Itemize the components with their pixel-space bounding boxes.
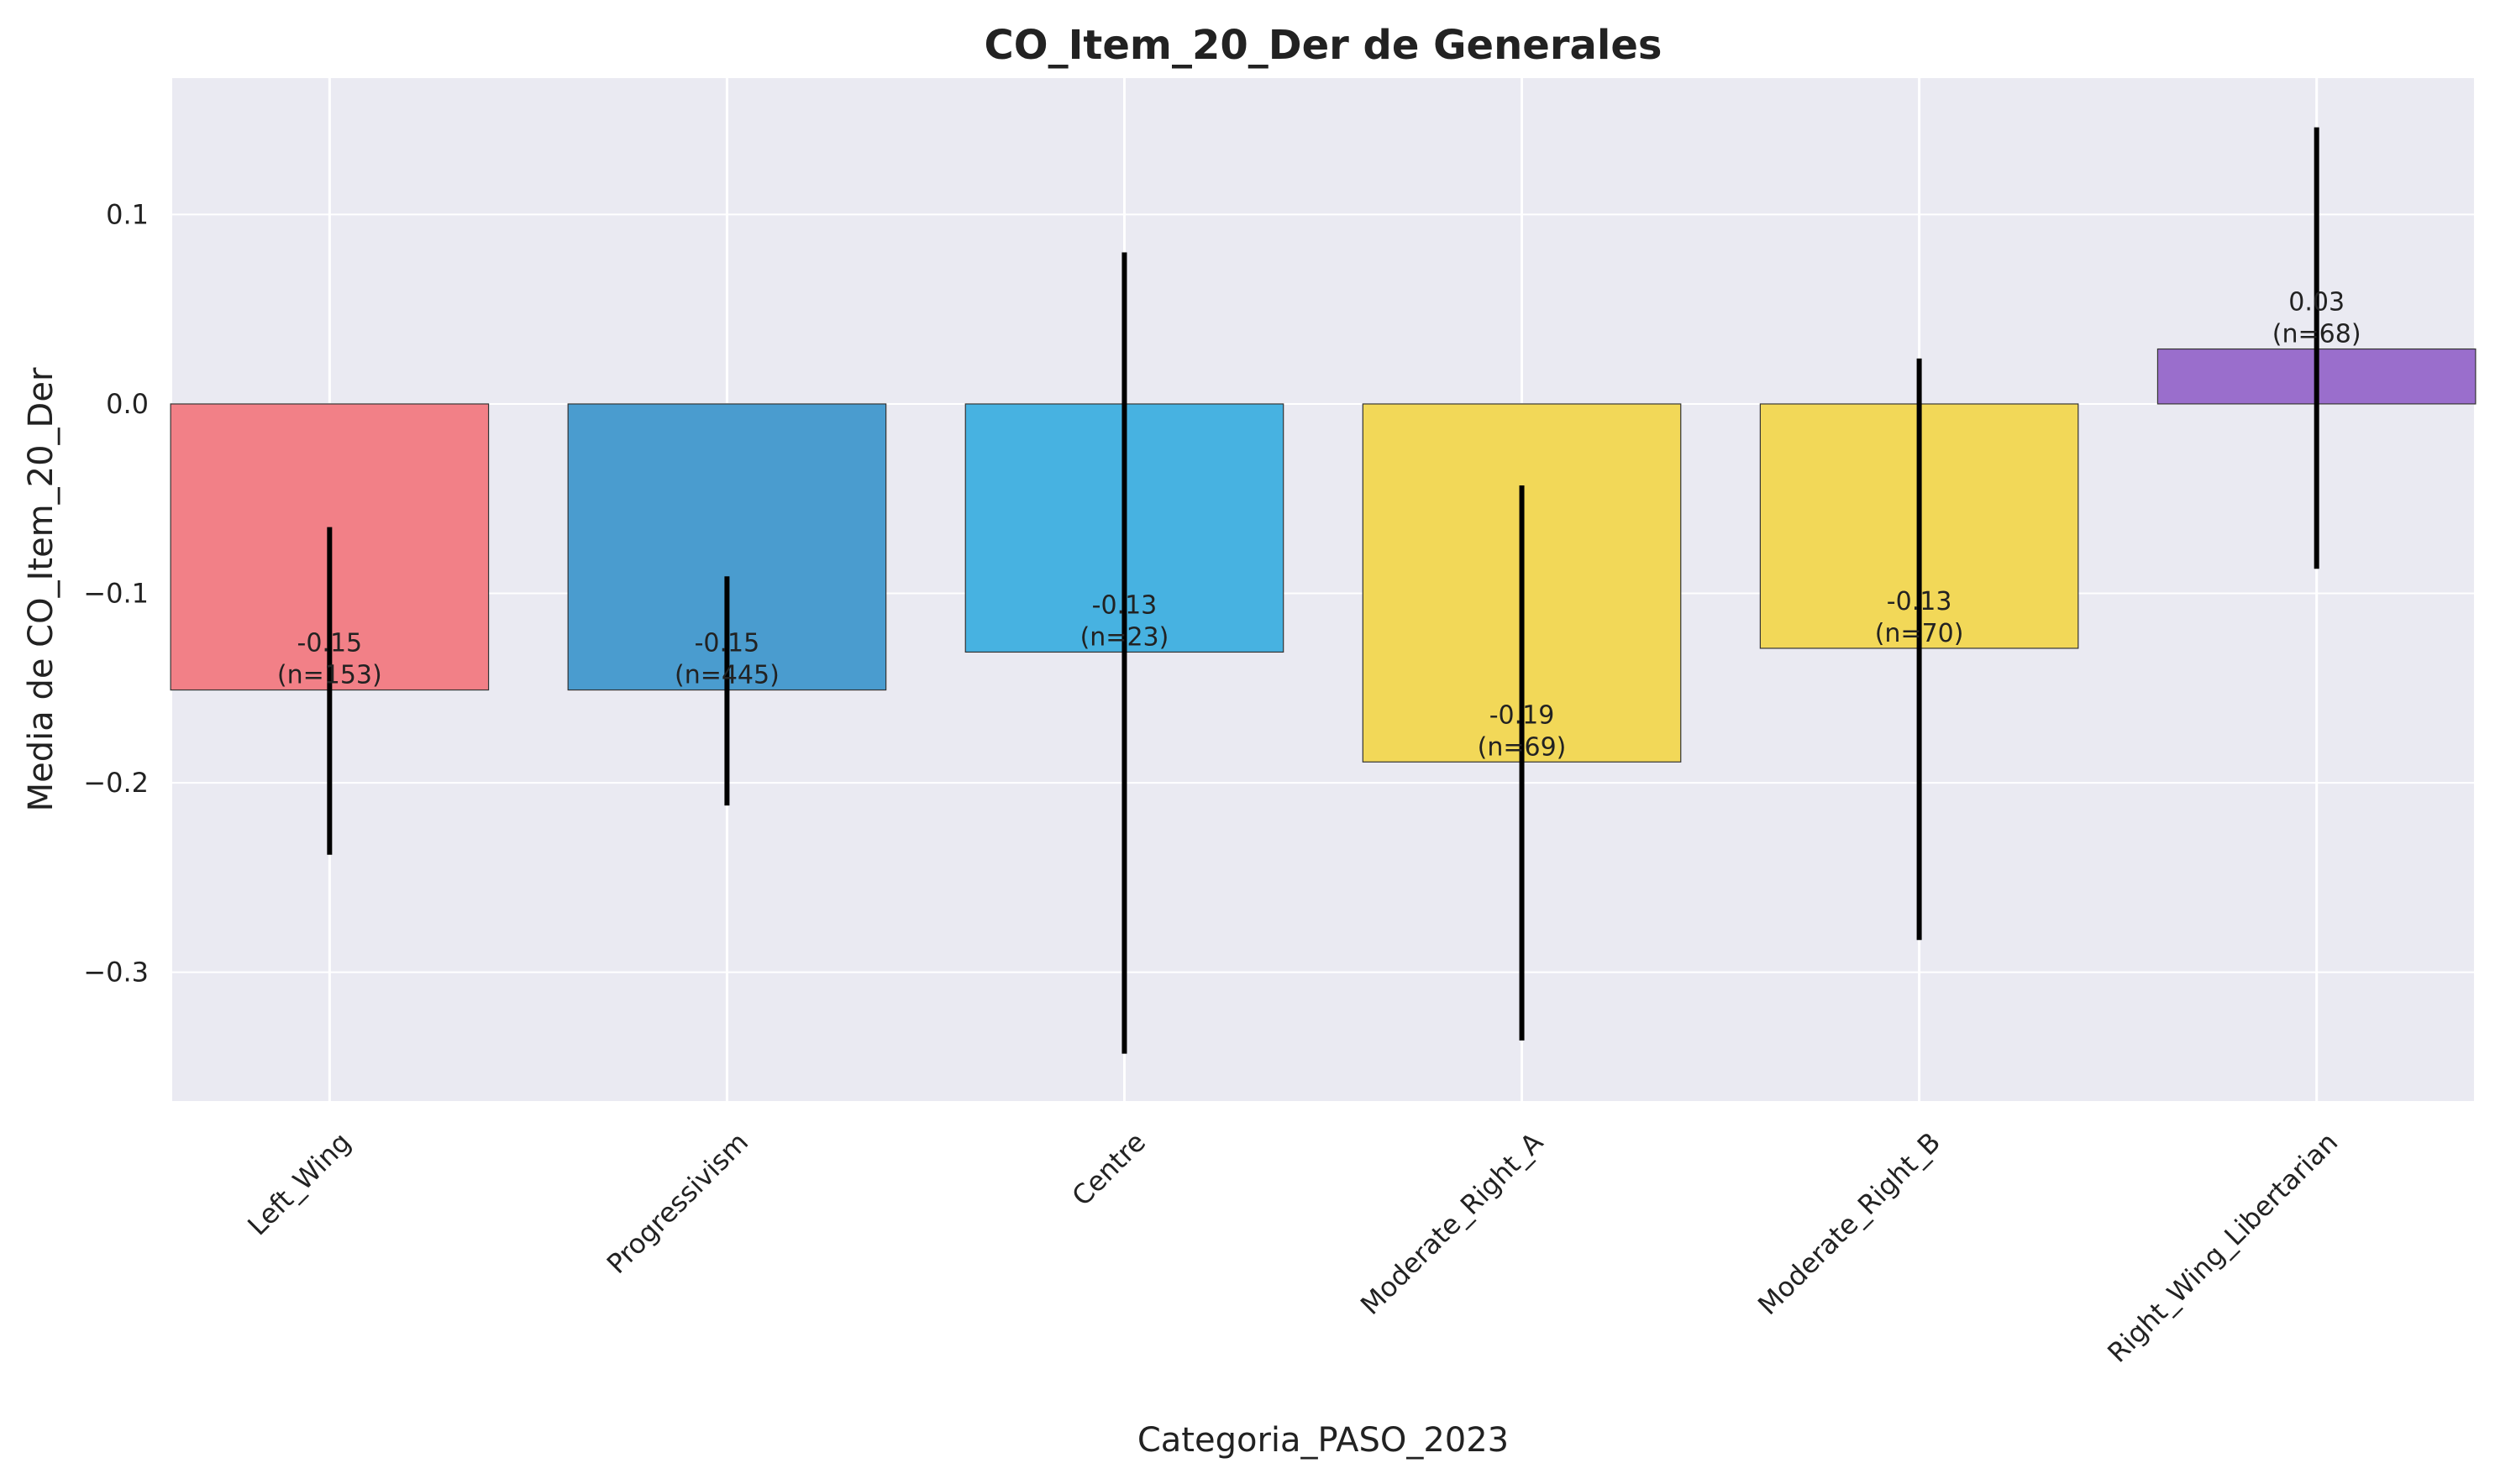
- y-gridlines: [172, 213, 2474, 973]
- chart-title: CO_Item_20_Der de Generales: [985, 22, 1662, 69]
- y-tick-label: −0.1: [83, 578, 149, 610]
- error-bars: [327, 127, 2319, 1054]
- bar-n-label: (n=153): [277, 661, 382, 690]
- y-tick-labels: 0.1 0.0 −0.1 −0.2 −0.3: [83, 198, 149, 988]
- bar-value-label: 0.03: [2288, 288, 2345, 317]
- bar-n-label: (n=69): [1478, 732, 1567, 762]
- bar-value-label: -0.15: [695, 629, 760, 658]
- bar-value-label: -0.13: [1887, 587, 1952, 616]
- y-tick-label: −0.2: [83, 767, 149, 799]
- bar-n-label: (n=68): [2272, 320, 2361, 349]
- x-tick-label: Right_Wing_Libertarian: [2101, 1126, 2344, 1369]
- bar-n-label: (n=23): [1080, 622, 1169, 652]
- plot-area: [172, 78, 2474, 1101]
- x-tick-label: Progressivism: [601, 1126, 754, 1280]
- bar-value-label: -0.15: [297, 629, 363, 658]
- y-tick-label: 0.0: [106, 388, 149, 420]
- bar-value-label: -0.19: [1489, 700, 1555, 730]
- y-tick-label: 0.1: [106, 198, 149, 230]
- y-tick-label: −0.3: [83, 957, 149, 988]
- x-tick-label: Left_Wing: [241, 1126, 357, 1242]
- bar-labels: -0.15(n=153)-0.15(n=445)-0.13(n=23)-0.19…: [277, 288, 2361, 763]
- x-tick-labels: Left_Wing Progressivism Centre Moderate_Rig…: [241, 1126, 2344, 1369]
- x-tick-label: Centre: [1066, 1126, 1153, 1213]
- x-tick-label: Moderate_Right_A: [1354, 1126, 1549, 1321]
- bar-value-label: -0.13: [1092, 590, 1158, 620]
- bar-n-label: (n=445): [675, 661, 780, 690]
- bar-n-label: (n=70): [1875, 619, 1964, 648]
- x-axis-label: Categoria_PASO_2023: [1137, 1421, 1509, 1460]
- x-tick-label: Moderate_Right_B: [1752, 1126, 1946, 1321]
- y-axis-label: Media de CO_Item_20_Der: [22, 367, 60, 811]
